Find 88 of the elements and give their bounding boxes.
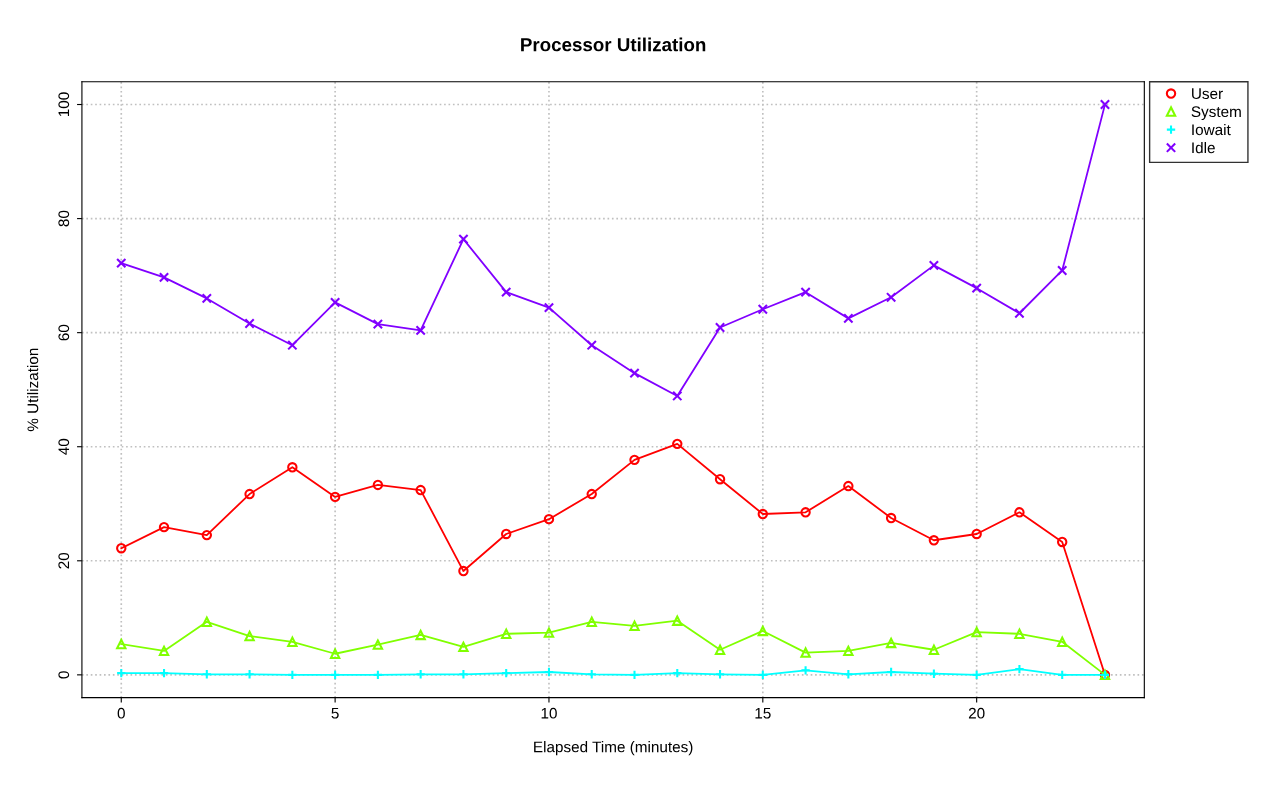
point [586, 339, 597, 351]
point [287, 339, 298, 351]
point [116, 638, 127, 650]
point [329, 491, 341, 503]
point [158, 521, 170, 533]
legend-label: Idle [1192, 142, 1215, 154]
point [629, 367, 640, 379]
y-tick-label: 80 [58, 210, 70, 227]
point [629, 620, 640, 632]
point [201, 616, 213, 628]
point [885, 512, 897, 524]
y-tick-label: 60 [58, 324, 70, 341]
y-tick-label: 100 [58, 92, 70, 117]
point [586, 488, 597, 500]
point [629, 454, 640, 466]
point [458, 641, 469, 653]
point [757, 625, 769, 637]
point [244, 318, 255, 329]
point [800, 507, 811, 518]
legend-label: System [1191, 106, 1241, 121]
point [116, 543, 127, 554]
point [1057, 636, 1068, 647]
point [158, 645, 170, 657]
x-axis-title: Elapsed Time (minutes) [534, 741, 693, 756]
point [757, 304, 769, 315]
x-tick-label: 10 [541, 707, 557, 719]
point [1014, 507, 1025, 518]
y-tick-label: 40 [58, 438, 70, 455]
point [843, 480, 854, 492]
point [543, 513, 555, 525]
point [672, 390, 683, 402]
point [843, 313, 854, 324]
x-tick-label: 15 [755, 707, 771, 719]
point [500, 628, 512, 639]
point [372, 639, 384, 650]
point [757, 508, 769, 520]
point [714, 644, 726, 655]
point [928, 535, 940, 546]
point [928, 260, 940, 271]
point [971, 528, 982, 540]
point [800, 647, 811, 658]
point [714, 322, 726, 333]
point [458, 565, 469, 577]
point [971, 626, 982, 638]
point [885, 637, 897, 649]
point [158, 272, 170, 283]
point [672, 438, 683, 450]
point [1014, 628, 1025, 639]
point [543, 627, 555, 638]
point [928, 644, 940, 655]
point [415, 325, 426, 336]
legend-label: User [1192, 88, 1223, 100]
y-axis-title: % Utilization [27, 348, 39, 432]
point [1057, 265, 1068, 276]
point [372, 318, 384, 330]
chart-title: Processor Utilization [521, 37, 706, 52]
point [415, 484, 426, 496]
point [1099, 99, 1111, 110]
point [586, 616, 597, 628]
point [672, 615, 683, 626]
y-tick-label: 0 [58, 671, 70, 679]
point [287, 462, 298, 473]
point [843, 645, 854, 657]
point [287, 636, 298, 647]
point [201, 529, 213, 541]
point [543, 302, 555, 313]
y-tick-label: 20 [58, 552, 70, 569]
point [116, 257, 127, 269]
point [800, 286, 811, 298]
x-tick-label: 5 [331, 707, 339, 719]
point [329, 648, 341, 659]
legend-label: Iowait [1192, 123, 1231, 136]
point [244, 488, 255, 500]
point [971, 282, 982, 294]
point [500, 528, 512, 540]
point [201, 293, 213, 304]
point [1057, 536, 1068, 548]
point [714, 474, 726, 485]
point [415, 629, 426, 641]
x-tick-label: 20 [968, 707, 985, 719]
point [885, 292, 897, 303]
point [500, 286, 512, 298]
point [372, 479, 384, 491]
point [329, 297, 341, 308]
x-tick-label: 0 [117, 707, 125, 719]
point [458, 233, 469, 245]
point [1014, 308, 1025, 319]
point [244, 630, 255, 642]
